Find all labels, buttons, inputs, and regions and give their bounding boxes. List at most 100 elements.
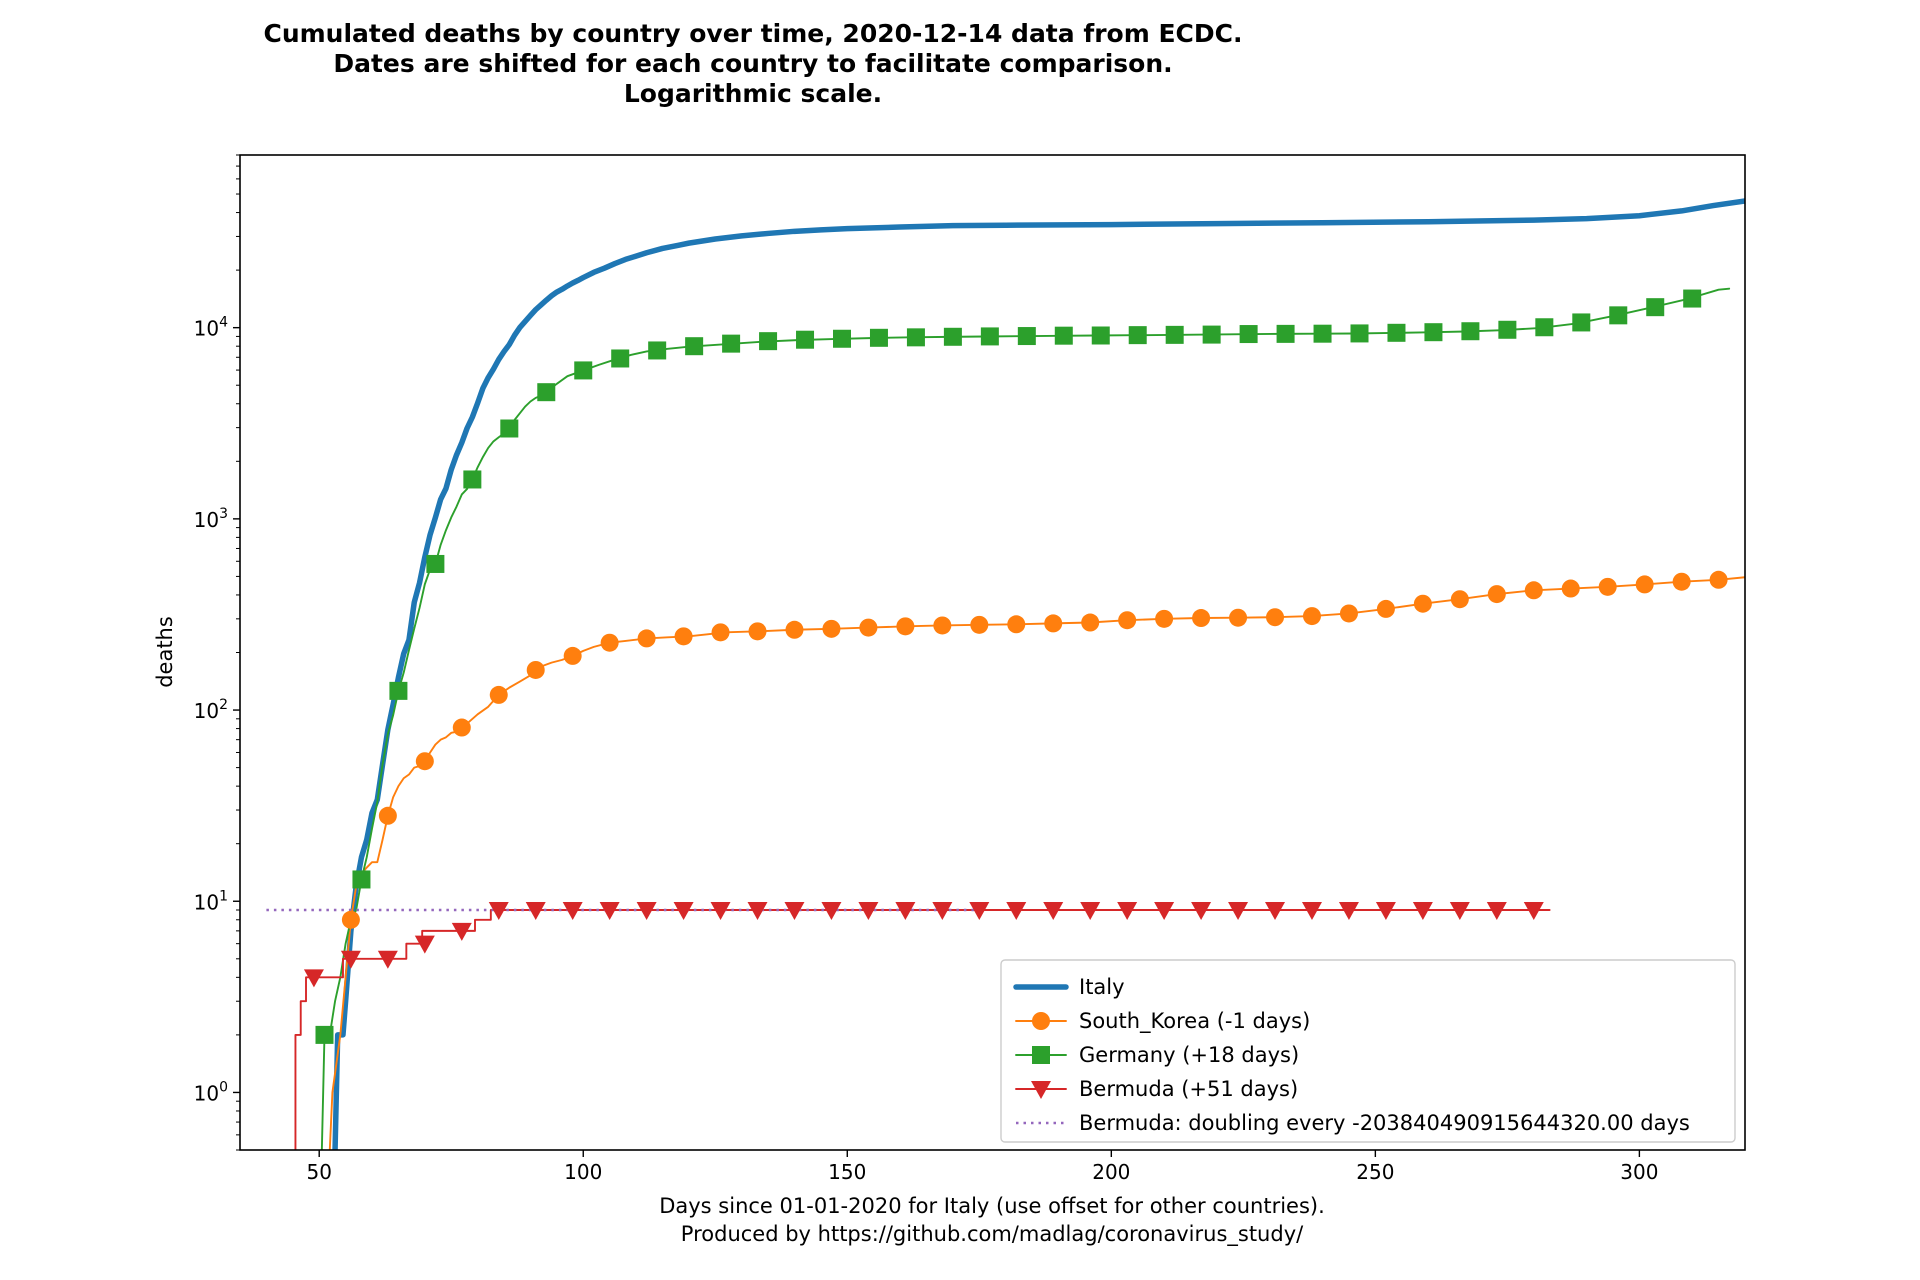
data-point-south-korea [1339,604,1358,623]
x-axis: 50 100 150 200 250 300 [306,1150,1658,1184]
data-point-bermuda [1486,901,1507,920]
data-point-germany [1165,325,1184,344]
data-point-germany [1572,313,1591,332]
chart-title: Cumulated deaths by country over time, 2… [263,19,1242,108]
data-point-bermuda [1154,901,1175,920]
data-point-germany [1387,323,1406,342]
title-line-2: Dates are shifted for each country to fa… [333,49,1172,78]
data-point-south-korea [674,627,693,646]
series-line-germany [320,287,1731,1150]
data-point-germany [1424,323,1443,342]
data-point-south-korea [378,806,397,825]
data-point-bermuda [932,901,953,920]
data-point-bermuda [1228,901,1249,920]
data-point-germany [426,554,445,573]
data-point-south-korea [785,620,804,639]
data-point-south-korea [452,718,471,737]
legend-label-italy: Italy [1079,975,1125,999]
data-point-south-korea [970,615,989,634]
data-point-bermuda [525,901,546,920]
data-point-bermuda [895,901,916,920]
data-point-bermuda [303,969,324,988]
data-point-germany [943,327,962,346]
data-point-bermuda [488,901,509,920]
y-tick-label: 101 [194,888,228,914]
title-line-3: Logarithmic scale. [624,79,882,108]
y-tick-base: 10 [194,699,219,723]
data-point-germany [1609,306,1628,325]
data-point-south-korea [933,616,952,635]
legend-marker-bermuda [1031,1081,1051,1099]
data-point-bermuda [1191,901,1212,920]
data-point-germany [722,334,741,353]
y-axis-label: deaths [153,616,177,688]
data-point-south-korea [1709,570,1728,589]
data-point-south-korea [1450,590,1469,609]
data-point-germany [1276,324,1295,343]
data-point-south-korea [1155,609,1174,628]
data-point-south-korea [1044,614,1063,633]
y-tick-base: 10 [194,890,219,914]
data-point-germany [1498,320,1517,339]
y-tick-base: 10 [194,508,219,532]
x-axis-label: Days since 01-01-2020 for Italy (use off… [659,1194,1325,1247]
data-point-south-korea [748,622,767,641]
y-tick-exponent: 2 [219,697,228,713]
x-axis-label-line-2: Produced by https://github.com/madlag/co… [681,1222,1304,1247]
x-tick-label: 250 [1356,1160,1394,1184]
data-point-bermuda [784,901,805,920]
legend-box [1000,959,1736,1143]
x-tick-label: 150 [828,1160,866,1184]
data-point-south-korea [489,685,508,704]
marker-layer [303,289,1728,1044]
legend-label-bermuda-doubling: Bermuda: doubling every -203840490915644… [1079,1111,1690,1135]
data-point-bermuda [1301,901,1322,920]
data-point-south-korea [1598,577,1617,596]
data-point-germany [980,327,999,346]
data-point-bermuda [340,950,361,969]
data-point-germany [500,419,519,438]
data-point-south-korea [600,633,619,652]
data-point-bermuda [710,901,731,920]
data-point-bermuda [1043,901,1064,920]
data-point-south-korea [1524,581,1543,600]
data-point-bermuda [1117,901,1138,920]
data-point-south-korea [341,910,360,929]
data-point-south-korea [1266,608,1285,627]
data-point-bermuda [747,901,768,920]
data-point-germany [1054,326,1073,345]
data-point-bermuda [1338,901,1359,920]
data-point-bermuda [969,901,990,920]
y-tick-label: 100 [194,1079,228,1105]
data-point-bermuda [636,901,657,920]
data-point-bermuda [858,901,879,920]
data-point-bermuda [377,950,398,969]
data-point-germany [1683,289,1702,308]
data-point-south-korea [711,623,730,642]
data-point-germany [648,341,667,360]
data-point-bermuda [562,901,583,920]
data-point-south-korea [1376,599,1395,618]
data-point-germany [1128,326,1147,345]
data-point-germany [796,330,815,349]
data-point-germany [352,870,371,889]
data-point-bermuda [1006,901,1027,920]
data-point-bermuda [414,935,435,954]
x-axis-label-line-1: Days since 01-01-2020 for Italy (use off… [659,1194,1325,1218]
x-tick-label: 100 [564,1160,602,1184]
legend-marker-germany [1032,1046,1050,1064]
legend-label-south-korea: South_Korea (-1 days) [1079,1009,1310,1034]
data-point-germany [1313,324,1332,343]
data-point-germany [1091,326,1110,345]
legend-marker-south-korea [1032,1012,1050,1030]
data-point-south-korea [1081,613,1100,632]
legend-label-bermuda: Bermuda (+51 days) [1079,1077,1298,1101]
data-point-germany [906,328,925,347]
data-point-bermuda [1449,901,1470,920]
data-point-germany [1461,322,1480,341]
data-point-germany [611,349,630,368]
y-tick-exponent: 0 [219,1079,228,1095]
data-point-germany [315,1025,334,1044]
